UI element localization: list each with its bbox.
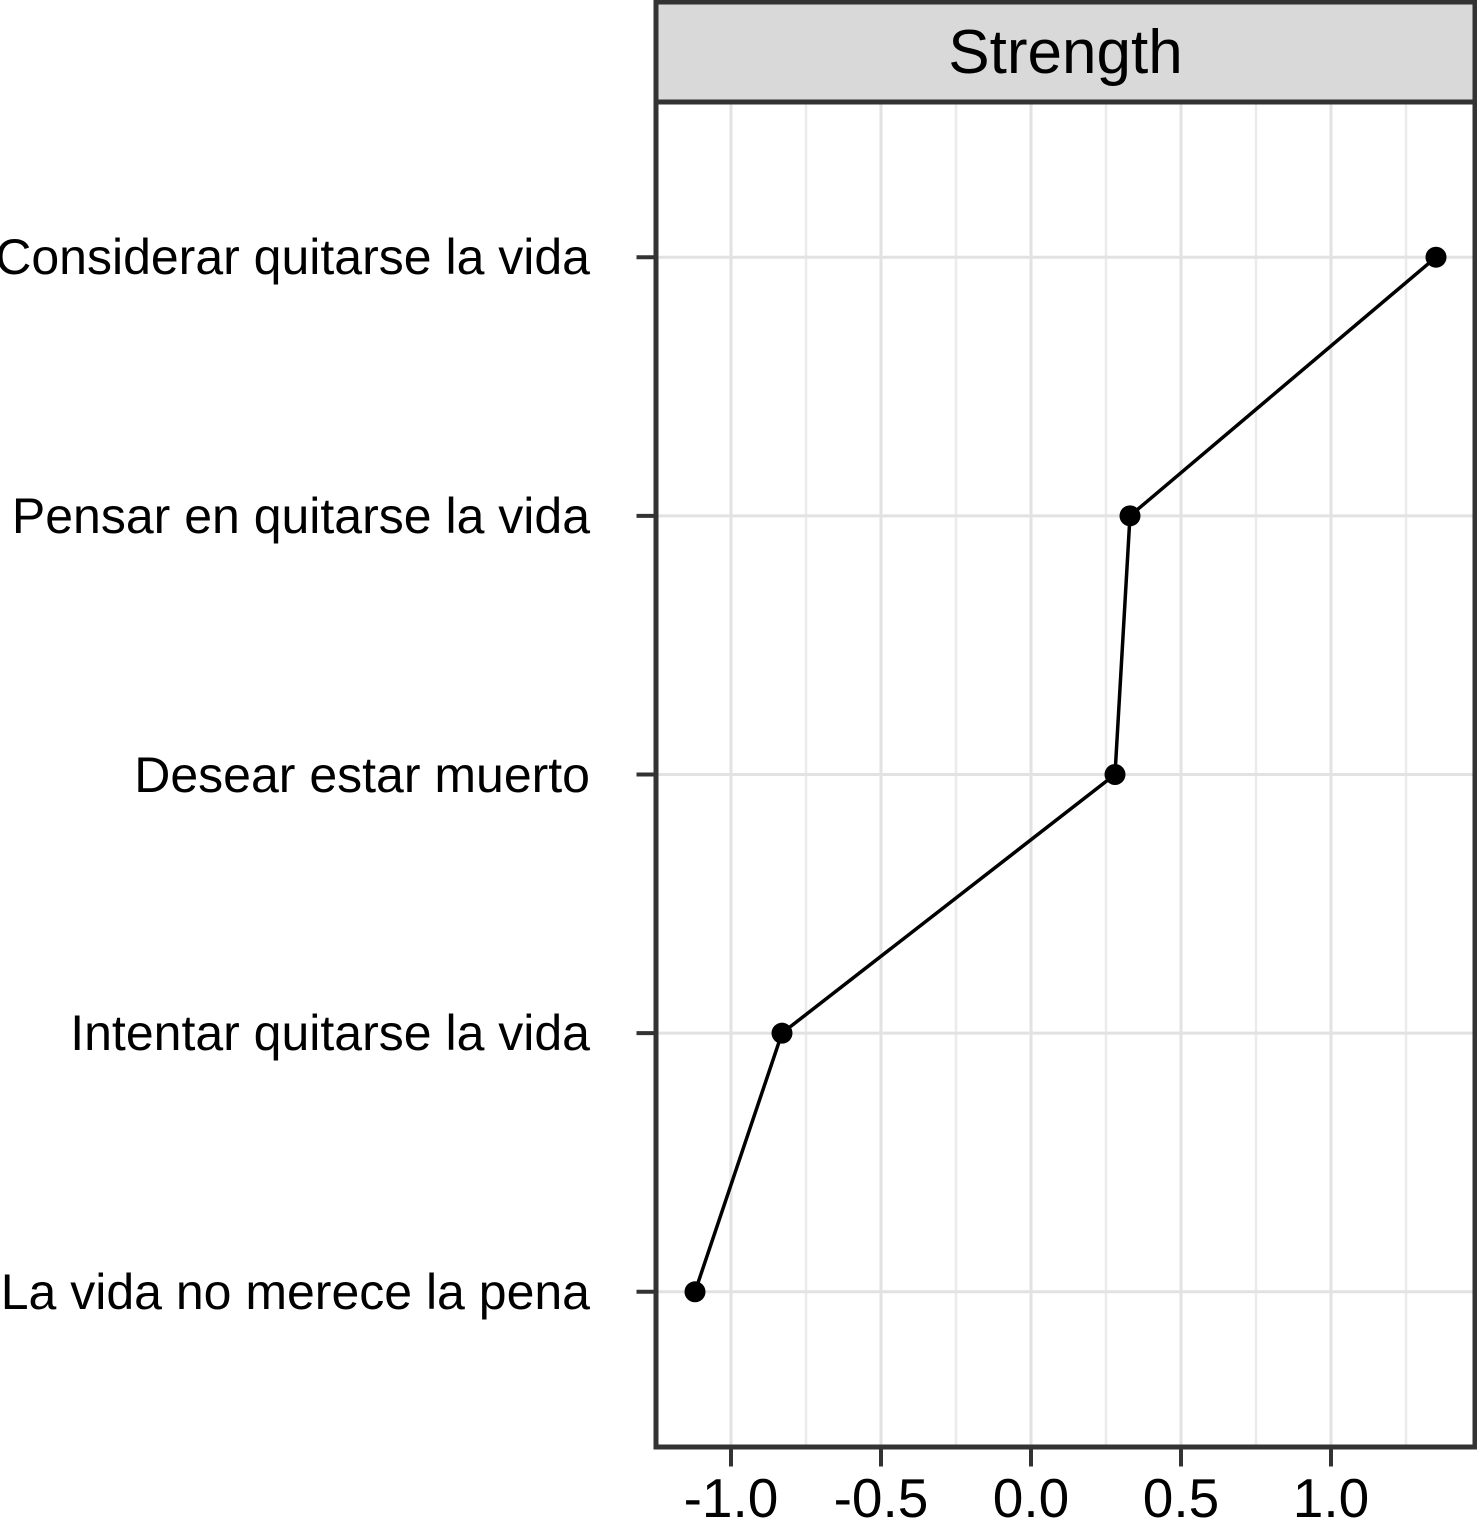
y-axis-label: Considerar quitarse la vida	[0, 229, 590, 286]
y-axis-label: Pensar en quitarse la vida	[11, 487, 590, 544]
x-tick-label: -1.0	[683, 1467, 779, 1527]
x-tick-label: -0.5	[833, 1467, 929, 1527]
x-tick-label: 0.0	[992, 1467, 1070, 1527]
y-axis-label: Intentar quitarse la vida	[70, 1005, 590, 1062]
y-axis-label: Desear estar muerto	[134, 746, 590, 803]
x-tick-label: 0.5	[1142, 1467, 1220, 1527]
y-axis-label: La vida no merece la pena	[0, 1263, 590, 1320]
x-tick-label: 1.0	[1292, 1467, 1370, 1527]
